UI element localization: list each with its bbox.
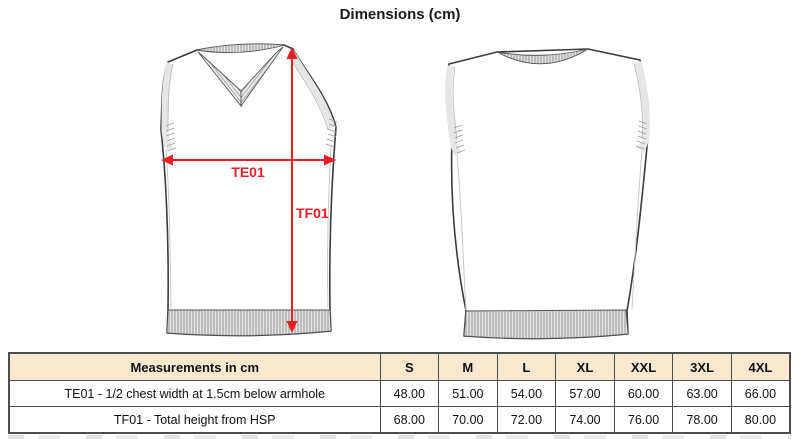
vest-back-body (446, 48, 650, 340)
table-row-te01: TE01 - 1/2 chest width at 1.5cm below ar… (8, 380, 791, 407)
header-cell-size-s: S (379, 352, 440, 381)
value-cell: 54.00 (496, 380, 557, 407)
vest-back-hem-rib (463, 309, 629, 340)
header-cell-size-xl: XL (555, 352, 615, 381)
value-cell: 74.00 (555, 406, 615, 434)
header-cell-size-l: L (496, 352, 557, 381)
garment-dimensions-diagram: TE01 TF01 (160, 43, 650, 340)
vest-back-armhole-band-left (445, 65, 461, 156)
vest-front-side-seam-left (165, 149, 172, 310)
header-cell-size-m: M (438, 352, 498, 381)
te01-arrowhead-right (324, 154, 336, 166)
table-header-row: Measurements in cm S M L XL XXL 3XL 4XL (8, 352, 791, 381)
vest-front-side-seam-right (327, 144, 332, 309)
header-cell-size-xxl: XXL (613, 352, 674, 381)
value-cell: 76.00 (613, 406, 674, 434)
cutoff-next-row-artifact (8, 435, 791, 439)
te01-label: TE01 (231, 164, 265, 180)
header-cell-measurements: Measurements in cm (8, 352, 381, 381)
vest-back-armhole-edge-right (633, 62, 643, 139)
te01-arrowhead-left (161, 154, 173, 166)
header-cell-size-3xl: 3XL (672, 352, 732, 381)
vest-back-collar-rib (496, 48, 589, 65)
table-row-tf01: TF01 - Total height from HSP 68.00 70.00… (8, 406, 791, 434)
row-label-te01: TE01 - 1/2 chest width at 1.5cm below ar… (8, 380, 381, 407)
value-cell: 78.00 (672, 406, 732, 434)
value-cell: 66.00 (730, 380, 791, 407)
tf01-arrow: TF01 (286, 47, 329, 333)
value-cell: 60.00 (613, 380, 674, 407)
value-cell: 63.00 (672, 380, 732, 407)
vest-front-vneck-band-right (240, 46, 284, 108)
vest-back-armpit-stitches (453, 120, 648, 154)
vest-back-side-seam-right (631, 149, 643, 310)
value-cell: 57.00 (555, 380, 615, 407)
value-cell: 48.00 (379, 380, 440, 407)
vest-front-armhole-band-left (161, 62, 174, 152)
row-label-tf01: TF01 - Total height from HSP (8, 406, 381, 434)
te01-arrow: TE01 (161, 154, 336, 180)
measurements-table: Measurements in cm S M L XL XXL 3XL 4XL … (8, 352, 791, 434)
vest-back-side-seam-left (456, 154, 467, 311)
vest-front-armhole-edge-left (167, 63, 174, 133)
value-cell: 51.00 (438, 380, 498, 407)
vest-front-view (160, 43, 338, 337)
value-cell: 72.00 (496, 406, 557, 434)
vest-back-view (445, 48, 650, 340)
tf01-arrowhead-top (286, 47, 298, 59)
vest-front-hem-rib (166, 309, 332, 337)
tf01-arrowhead-bottom (286, 321, 298, 333)
value-cell: 70.00 (438, 406, 498, 434)
vest-back-armhole-edge-left (452, 66, 458, 141)
vest-back-armhole-band-right (634, 61, 650, 152)
page-title: Dimensions (cm) (339, 6, 461, 23)
vest-front-collar-rib (195, 43, 286, 54)
tf01-label: TF01 (296, 205, 329, 221)
header-cell-size-4xl: 4XL (730, 352, 791, 381)
value-cell: 80.00 (730, 406, 791, 434)
measure-annotations: TE01 TF01 (161, 47, 336, 333)
value-cell: 68.00 (379, 406, 440, 434)
vest-front-armpit-stitches (165, 118, 338, 152)
